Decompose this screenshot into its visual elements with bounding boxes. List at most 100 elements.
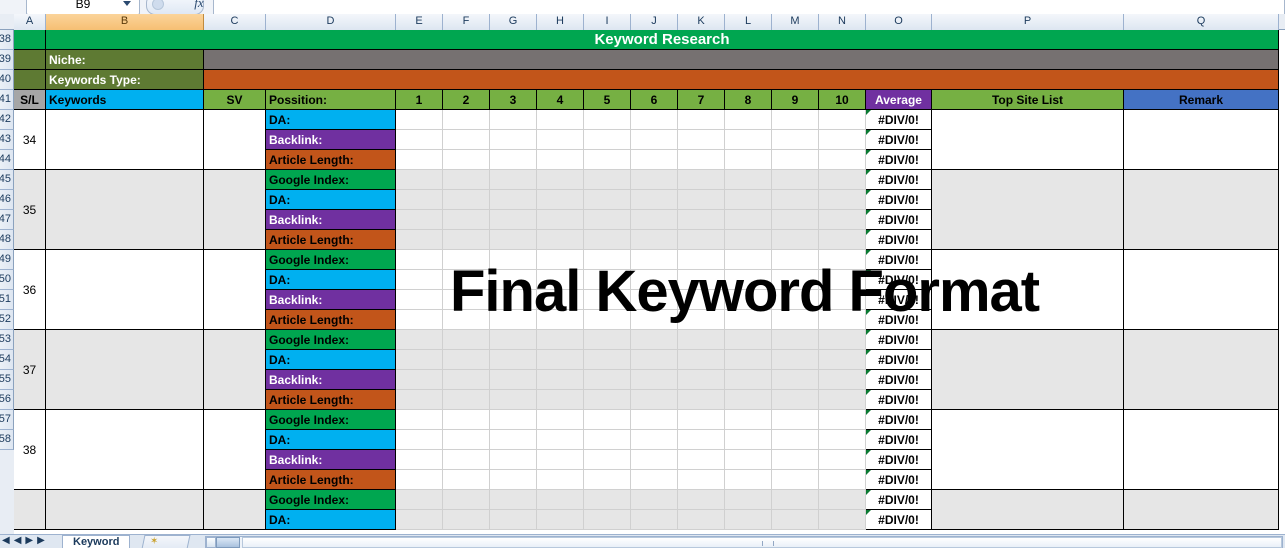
row-header[interactable]: 149 xyxy=(0,250,14,270)
cell-rank-input[interactable] xyxy=(396,170,443,190)
column-header-d[interactable]: D xyxy=(266,14,396,30)
insert-function-icon[interactable]: fx xyxy=(194,0,204,10)
cell-rank-input[interactable] xyxy=(819,510,866,530)
cell-rank-input[interactable] xyxy=(396,330,443,350)
column-header-f[interactable]: F xyxy=(443,14,490,30)
column-header-o[interactable]: O xyxy=(866,14,932,30)
label-metric-article-length[interactable]: Article Length: xyxy=(266,310,396,330)
cell-rank-input[interactable] xyxy=(631,170,678,190)
cell-rank-input[interactable] xyxy=(443,510,490,530)
cell-sv-input[interactable] xyxy=(204,110,266,170)
header-remark[interactable]: Remark xyxy=(1124,90,1279,110)
cell-average-error[interactable]: #DIV/0! xyxy=(866,350,932,370)
cell-rank-input[interactable] xyxy=(678,230,725,250)
cell-top-site-list-input[interactable] xyxy=(932,490,1124,530)
cell-rank-input[interactable] xyxy=(631,410,678,430)
cell-rank-input[interactable] xyxy=(537,210,584,230)
name-box[interactable]: B9 xyxy=(26,0,140,14)
label-metric-article-length[interactable]: Article Length: xyxy=(266,390,396,410)
label-metric-google-index[interactable]: Google Index: xyxy=(266,170,396,190)
row-header[interactable]: 141 xyxy=(0,90,14,110)
cell-rank-input[interactable] xyxy=(537,410,584,430)
label-metric-google-index[interactable]: Google Index: xyxy=(266,250,396,270)
cell-rank-input[interactable] xyxy=(678,290,725,310)
cell-rank-input[interactable] xyxy=(584,410,631,430)
cell-rank-input[interactable] xyxy=(490,110,537,130)
row-header[interactable]: 148 xyxy=(0,230,14,250)
cell-rank-input[interactable] xyxy=(584,390,631,410)
label-metric-da[interactable]: DA: xyxy=(266,190,396,210)
cell-rank-input[interactable] xyxy=(443,210,490,230)
cell-rank-input[interactable] xyxy=(584,130,631,150)
cell-rank-input[interactable] xyxy=(490,190,537,210)
cell-rank-input[interactable] xyxy=(396,290,443,310)
cell-rank-input[interactable] xyxy=(819,350,866,370)
cell-rank-input[interactable] xyxy=(443,290,490,310)
cell-a3[interactable] xyxy=(14,70,46,90)
row-header[interactable]: 154 xyxy=(0,350,14,370)
cell-rank-input[interactable] xyxy=(396,150,443,170)
cell-rank-input[interactable] xyxy=(631,110,678,130)
cell-sl-number[interactable]: 37 xyxy=(14,330,46,410)
cell-sv-input[interactable] xyxy=(204,170,266,250)
cell-keyword-input[interactable] xyxy=(46,110,204,170)
header-keywords[interactable]: Keywords xyxy=(46,90,204,110)
cell-rank-input[interactable] xyxy=(443,470,490,490)
cell-rank-input[interactable] xyxy=(396,110,443,130)
cell-average-error[interactable]: #DIV/0! xyxy=(866,110,932,130)
column-header-e[interactable]: E xyxy=(396,14,443,30)
cell-rank-input[interactable] xyxy=(725,350,772,370)
cell-rank-input[interactable] xyxy=(678,270,725,290)
cell-rank-input[interactable] xyxy=(772,330,819,350)
cell-rank-input[interactable] xyxy=(396,470,443,490)
cell-rank-input[interactable] xyxy=(537,190,584,210)
cell-rank-input[interactable] xyxy=(537,290,584,310)
cell-rank-input[interactable] xyxy=(819,170,866,190)
cell-rank-input[interactable] xyxy=(584,110,631,130)
cell-average-error[interactable]: #DIV/0! xyxy=(866,510,932,530)
cell-rank-input[interactable] xyxy=(537,430,584,450)
column-header-q[interactable]: Q xyxy=(1124,14,1279,30)
cell-sl-number[interactable]: 36 xyxy=(14,250,46,330)
cell-rank-input[interactable] xyxy=(396,510,443,530)
cell-remark-input[interactable] xyxy=(1124,490,1279,530)
cell-rank-input[interactable] xyxy=(443,330,490,350)
cell-rank-input[interactable] xyxy=(725,110,772,130)
cell-rank-input[interactable] xyxy=(490,250,537,270)
cell-rank-input[interactable] xyxy=(678,450,725,470)
label-metric-google-index[interactable]: Google Index: xyxy=(266,410,396,430)
cell-rank-input[interactable] xyxy=(490,490,537,510)
cell-rank-input[interactable] xyxy=(443,230,490,250)
cell-rank-input[interactable] xyxy=(537,510,584,530)
header-rank-2[interactable]: 2 xyxy=(443,90,490,110)
header-rank-5[interactable]: 5 xyxy=(584,90,631,110)
title-keyword-research[interactable]: Keyword Research xyxy=(46,30,1279,50)
label-metric-article-length[interactable]: Article Length: xyxy=(266,150,396,170)
cell-rank-input[interactable] xyxy=(537,350,584,370)
cell-rank-input[interactable] xyxy=(819,390,866,410)
cell-rank-input[interactable] xyxy=(537,230,584,250)
cell-sv-input[interactable] xyxy=(204,490,266,530)
cell-rank-input[interactable] xyxy=(584,150,631,170)
cell-remark-input[interactable] xyxy=(1124,250,1279,330)
row-header[interactable]: 138 xyxy=(0,30,14,50)
column-header-n[interactable]: N xyxy=(819,14,866,30)
cell-rank-input[interactable] xyxy=(396,350,443,370)
label-metric-backlink[interactable]: Backlink: xyxy=(266,370,396,390)
cell-rank-input[interactable] xyxy=(490,470,537,490)
cell-rank-input[interactable] xyxy=(396,410,443,430)
cell-rank-input[interactable] xyxy=(819,210,866,230)
cell-rank-input[interactable] xyxy=(772,370,819,390)
header-rank-10[interactable]: 10 xyxy=(819,90,866,110)
label-niche[interactable]: Niche: xyxy=(46,50,204,70)
cell-rank-input[interactable] xyxy=(819,190,866,210)
scroll-thumb[interactable] xyxy=(216,537,240,548)
scroll-left-button[interactable] xyxy=(206,537,216,548)
cell-average-error[interactable]: #DIV/0! xyxy=(866,450,932,470)
row-header[interactable]: 142 xyxy=(0,110,14,130)
cell-rank-input[interactable] xyxy=(678,210,725,230)
cell-rank-input[interactable] xyxy=(725,450,772,470)
cell-remark-input[interactable] xyxy=(1124,110,1279,170)
cell-rank-input[interactable] xyxy=(772,390,819,410)
row-header[interactable]: 139 xyxy=(0,50,14,70)
